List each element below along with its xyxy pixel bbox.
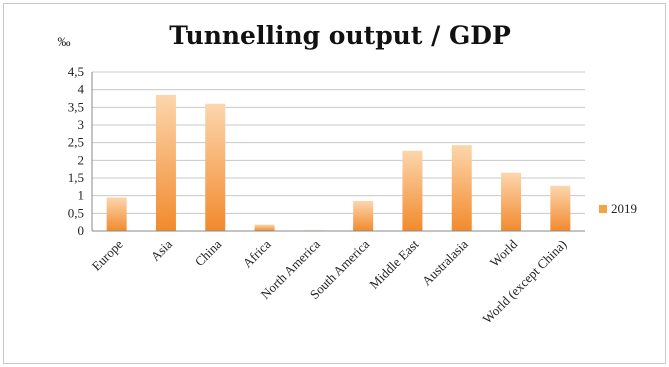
chart-frame xyxy=(3,3,666,364)
y-tick-label: 3 xyxy=(78,117,85,132)
x-tick-label: World xyxy=(487,236,521,270)
bar xyxy=(353,200,374,231)
bar xyxy=(451,145,472,231)
bar xyxy=(205,103,226,231)
legend-swatch xyxy=(599,205,607,213)
y-axis-label: ‰ xyxy=(58,34,71,49)
y-tick-label: 4 xyxy=(78,82,85,97)
y-tick-label: 1,5 xyxy=(68,170,84,185)
bar xyxy=(550,185,571,231)
x-tick-label: China xyxy=(192,236,225,269)
bars xyxy=(106,94,571,232)
x-tick-label: Asia xyxy=(148,236,176,264)
x-tick-label: World (except China) xyxy=(479,237,569,327)
y-tick-label: 2 xyxy=(78,152,85,167)
bar xyxy=(402,150,423,231)
bar xyxy=(501,172,522,231)
bar xyxy=(155,94,176,231)
x-tick-label: Australasia xyxy=(419,236,471,288)
y-tick-label: 0 xyxy=(78,223,85,238)
bar xyxy=(254,224,275,231)
x-tick-label: Africa xyxy=(240,236,274,270)
y-tick-label: 0,5 xyxy=(68,205,84,220)
y-axis-ticks: 0 0,5 1 1,5 2 2,5 3 3,5 4 4,5 xyxy=(68,64,85,238)
y-tick-label: 3,5 xyxy=(68,99,84,114)
bar xyxy=(106,197,127,231)
y-tick-label: 2,5 xyxy=(68,135,84,150)
chart-title: Tunnelling output / GDP xyxy=(169,21,511,50)
y-tick-label: 1 xyxy=(78,188,85,203)
legend-label: 2019 xyxy=(611,201,637,216)
x-tick-label: Middle East xyxy=(366,236,422,292)
y-tick-label: 4,5 xyxy=(68,64,84,79)
x-tick-label: Europe xyxy=(89,236,126,273)
legend: 2019 xyxy=(599,201,637,216)
